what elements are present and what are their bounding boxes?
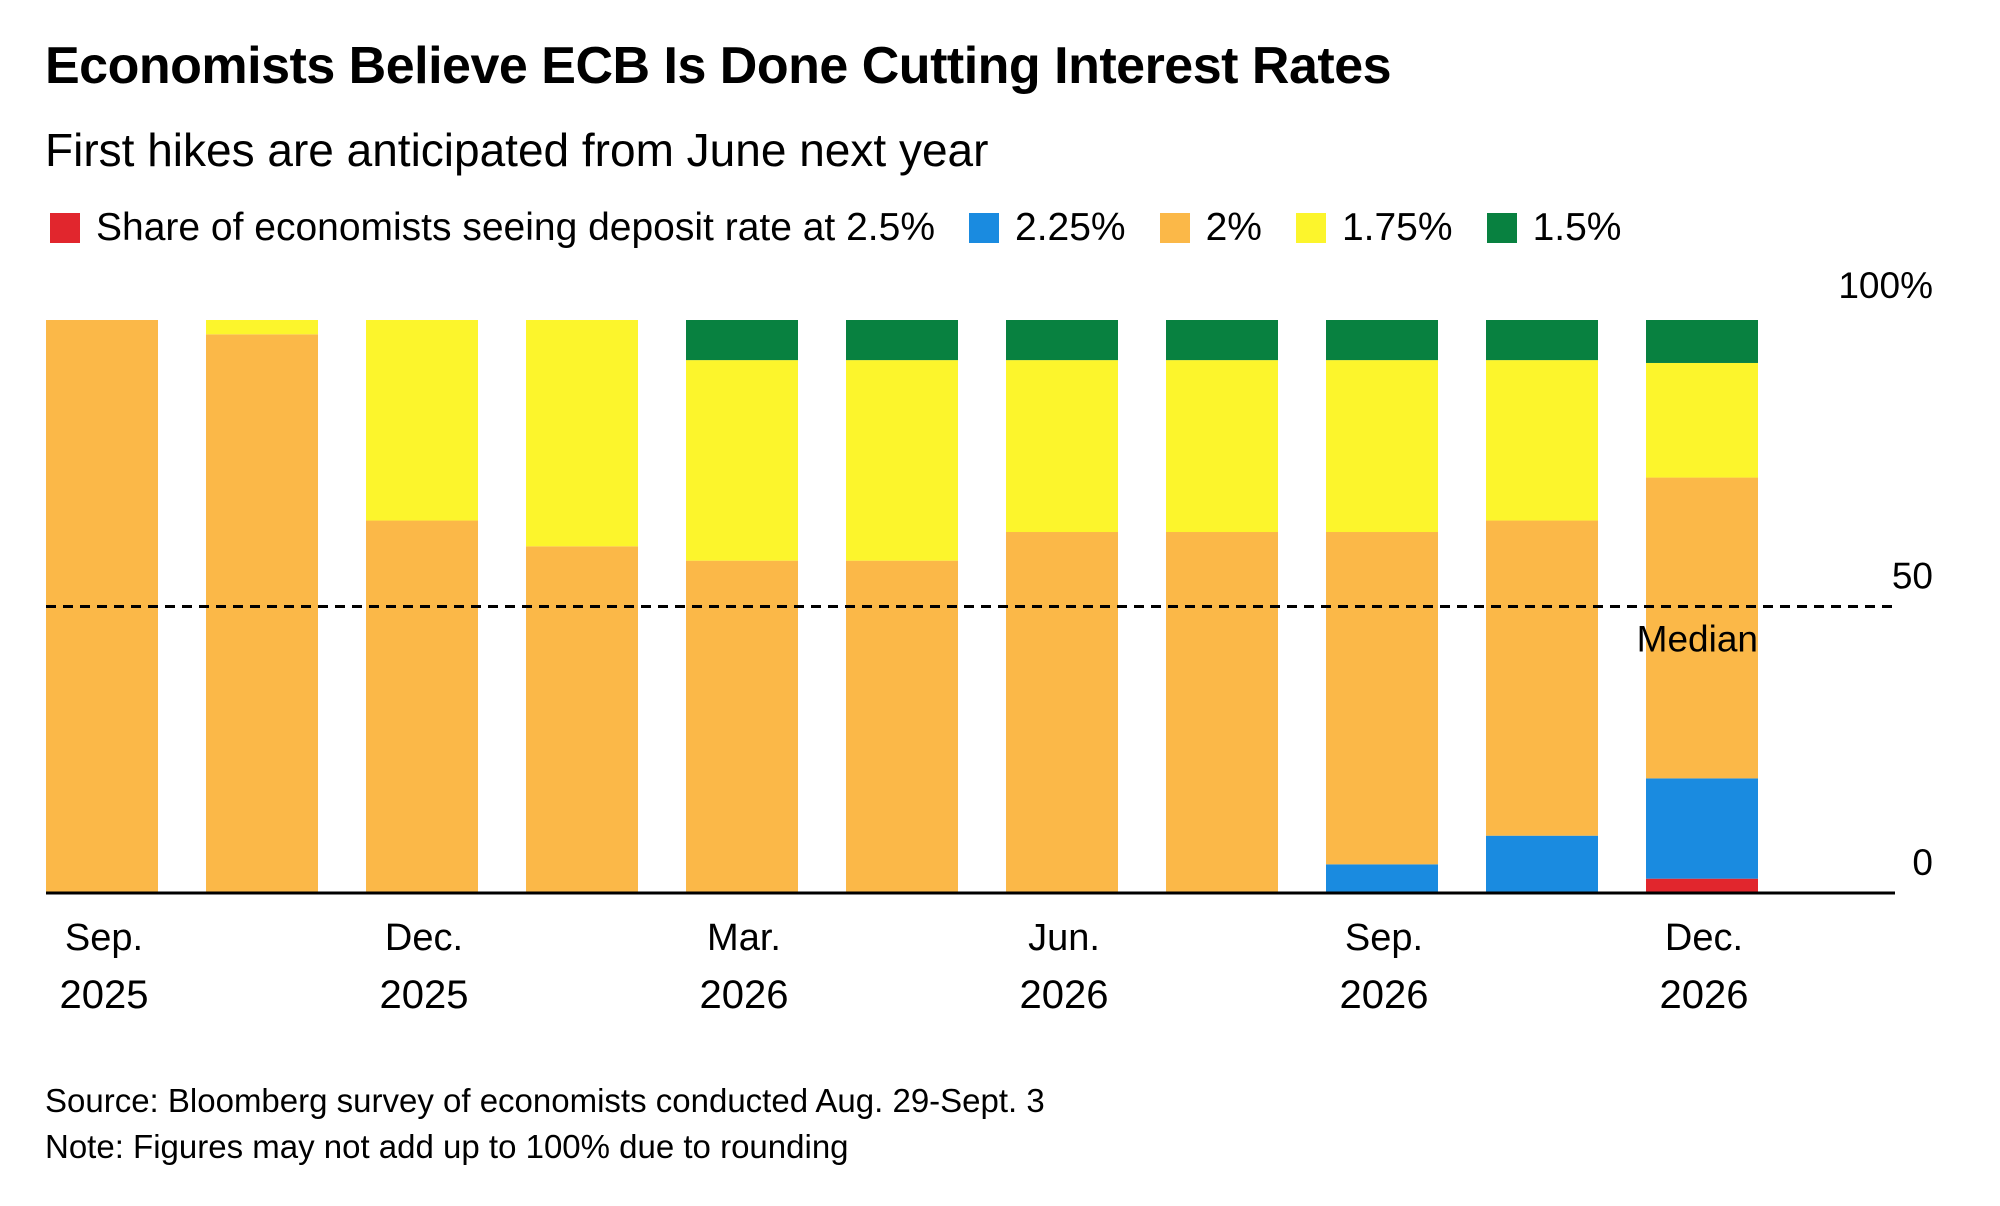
bar-segment [1486, 520, 1598, 836]
x-tick-label-month: Mar. [707, 917, 781, 959]
bar-segment [1326, 320, 1438, 361]
source-note: Source: Bloomberg survey of economists c… [45, 1082, 1045, 1119]
x-tick-label-month: Sep. [65, 917, 143, 959]
x-tick-label-year: 2026 [1660, 973, 1749, 1017]
x-tick-label-month: Sep. [1345, 917, 1423, 959]
chart-subtitle: First hikes are anticipated from June ne… [45, 124, 989, 176]
rounding-note: Note: Figures may not add up to 100% due… [45, 1128, 849, 1165]
x-tick-label-month: Dec. [385, 917, 463, 959]
legend-swatch-2-25 [969, 213, 999, 243]
legend-swatch-1-5 [1486, 213, 1517, 243]
legend-label-2: 2% [1205, 206, 1262, 249]
legend-label-1-75: 1.75% [1341, 206, 1453, 249]
median-label: Median [1637, 619, 1758, 660]
chart-notes: Source: Bloomberg survey of economists c… [45, 1078, 1045, 1170]
bar-segment [1646, 477, 1758, 779]
bar-segment [526, 320, 638, 547]
legend-label-1-5: 1.5% [1532, 206, 1622, 249]
x-tick-label-year: 2026 [1020, 973, 1109, 1017]
legend-item-1-5: 1.5% [1486, 206, 1622, 250]
bar-segment [846, 320, 958, 361]
bar-segment [1486, 360, 1598, 521]
bar-segment [686, 560, 798, 893]
bar-segment [1646, 362, 1758, 478]
legend-swatch-2 [1159, 213, 1190, 243]
legend-label-2-5: Share of economists seeing deposit rate … [96, 206, 935, 249]
bar-segment [1166, 532, 1278, 893]
bar-segment [1646, 778, 1758, 879]
legend-item-2-5: Share of economists seeing deposit rate … [50, 206, 935, 250]
bar-segment [206, 320, 318, 335]
y-tick-label: 0 [1912, 842, 1933, 883]
x-tick-label-year: 2026 [700, 973, 789, 1017]
bar-segment [1326, 532, 1438, 865]
x-tick-label-year: 2025 [380, 973, 469, 1017]
bar-segment [526, 546, 638, 893]
x-tick-label-year: 2025 [60, 973, 149, 1017]
bar-segment [1006, 360, 1118, 533]
x-tick-label-year: 2026 [1340, 973, 1429, 1017]
bar-segment [1646, 878, 1758, 893]
legend-item-1-75: 1.75% [1295, 206, 1453, 250]
bar-segment [1326, 360, 1438, 533]
legend-item-2-25: 2.25% [969, 206, 1126, 250]
bar-segment [1646, 320, 1758, 363]
bar-segment [686, 320, 798, 361]
bar-segment [1006, 320, 1118, 361]
legend-swatch-2-5 [50, 213, 80, 243]
bar-segment [366, 320, 478, 521]
x-tick-label-month: Dec. [1665, 917, 1743, 959]
bar-segment [1166, 360, 1278, 533]
bar-segment [366, 520, 478, 893]
bar-segment [846, 560, 958, 893]
bar-segment [846, 360, 958, 561]
legend-swatch-1-75 [1295, 213, 1326, 243]
bar-segment [1006, 532, 1118, 893]
bar-segment [206, 334, 318, 893]
bar-segment [1486, 835, 1598, 893]
legend: Share of economists seeing deposit rate … [50, 206, 1655, 250]
bar-segment [1166, 320, 1278, 361]
chart-title: Economists Believe ECB Is Done Cutting I… [45, 37, 1392, 95]
bar-segment [686, 360, 798, 561]
bar-segment [1326, 864, 1438, 893]
y-tick-label: 50 [1892, 556, 1933, 597]
y-tick-label: 100% [1838, 265, 1933, 306]
legend-item-2: 2% [1159, 206, 1262, 250]
x-tick-label-month: Jun. [1028, 917, 1100, 959]
legend-label-2-25: 2.25% [1015, 206, 1126, 249]
bar-segment [1486, 320, 1598, 361]
